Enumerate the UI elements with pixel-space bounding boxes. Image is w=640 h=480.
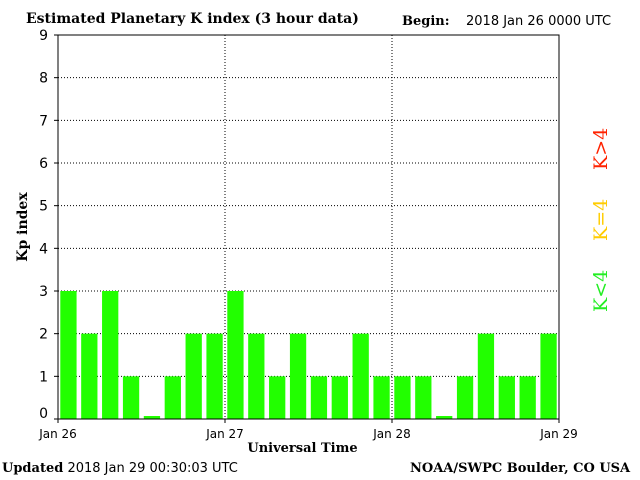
kp-bar-22: [519, 376, 536, 419]
kp-bar-21: [498, 376, 515, 419]
kp-bar-10: [269, 376, 286, 419]
kp-bar-23: [540, 333, 557, 419]
kp-bar-12: [310, 376, 328, 419]
x-tick-label-3: Jan 29: [539, 427, 578, 441]
kp-bar-4: [143, 416, 161, 419]
y-tick-label-5: 5: [39, 199, 48, 215]
y-axis-label: Kp index: [15, 192, 31, 262]
kp-bar-5: [164, 376, 181, 419]
legend-k-equals-4: K=4: [590, 198, 612, 241]
begin-label: Begin:: [402, 14, 450, 29]
kp-bar-1: [81, 333, 98, 419]
plot-frame: [57, 34, 560, 420]
kp-bar-13: [331, 376, 348, 419]
kp-bar-16: [394, 376, 411, 419]
kp-bar-18: [436, 416, 453, 419]
y-tick-label-1: 1: [39, 369, 48, 385]
kp-bar-2: [102, 291, 119, 419]
kp-bar-0: [60, 291, 77, 419]
kp-bar-19: [456, 376, 474, 419]
kp-bar-9: [248, 333, 265, 419]
kp-bar-20: [477, 333, 495, 419]
y-tick-label-8: 8: [39, 71, 48, 87]
chart-title: Estimated Planetary K index (3 hour data…: [26, 11, 359, 27]
y-tick-label-2: 2: [39, 327, 48, 343]
y-tick-label-7: 7: [39, 113, 48, 129]
kp-bar-15: [373, 376, 390, 419]
y-tick-label-0: 0: [39, 406, 48, 422]
x-tick-label-1: Jan 27: [205, 427, 244, 441]
y-tick-label-6: 6: [39, 156, 48, 172]
y-tick-label-3: 3: [39, 284, 48, 300]
begin-value: 2018 Jan 26 0000 UTC: [466, 14, 612, 29]
kp-bar-14: [352, 333, 369, 419]
kp-bar-3: [122, 376, 140, 419]
y-tick-label-4: 4: [39, 241, 48, 257]
legend-k-greater-than-4: K>4: [590, 127, 612, 170]
x-tick-label-0: Jan 26: [38, 427, 77, 441]
kp-bar-8: [227, 291, 244, 419]
updated-value: 2018 Jan 29 00:30:03 UTC: [67, 461, 238, 476]
x-axis-label: Universal Time: [247, 441, 357, 456]
kp-bar-7: [206, 333, 223, 419]
y-tick-label-9: 9: [39, 28, 48, 44]
footer-source: NOAA/SWPC Boulder, CO USA: [410, 461, 631, 476]
kp-bar-6: [185, 333, 202, 419]
x-tick-label-2: Jan 28: [372, 427, 411, 441]
kp-bar-17: [415, 376, 432, 419]
updated-label: Updated: [2, 461, 64, 476]
footer-updated: Updated 2018 Jan 29 00:30:03 UTC: [2, 462, 238, 475]
kp-bar-11: [289, 333, 307, 419]
legend-k-less-than-4: K<4: [590, 269, 612, 312]
